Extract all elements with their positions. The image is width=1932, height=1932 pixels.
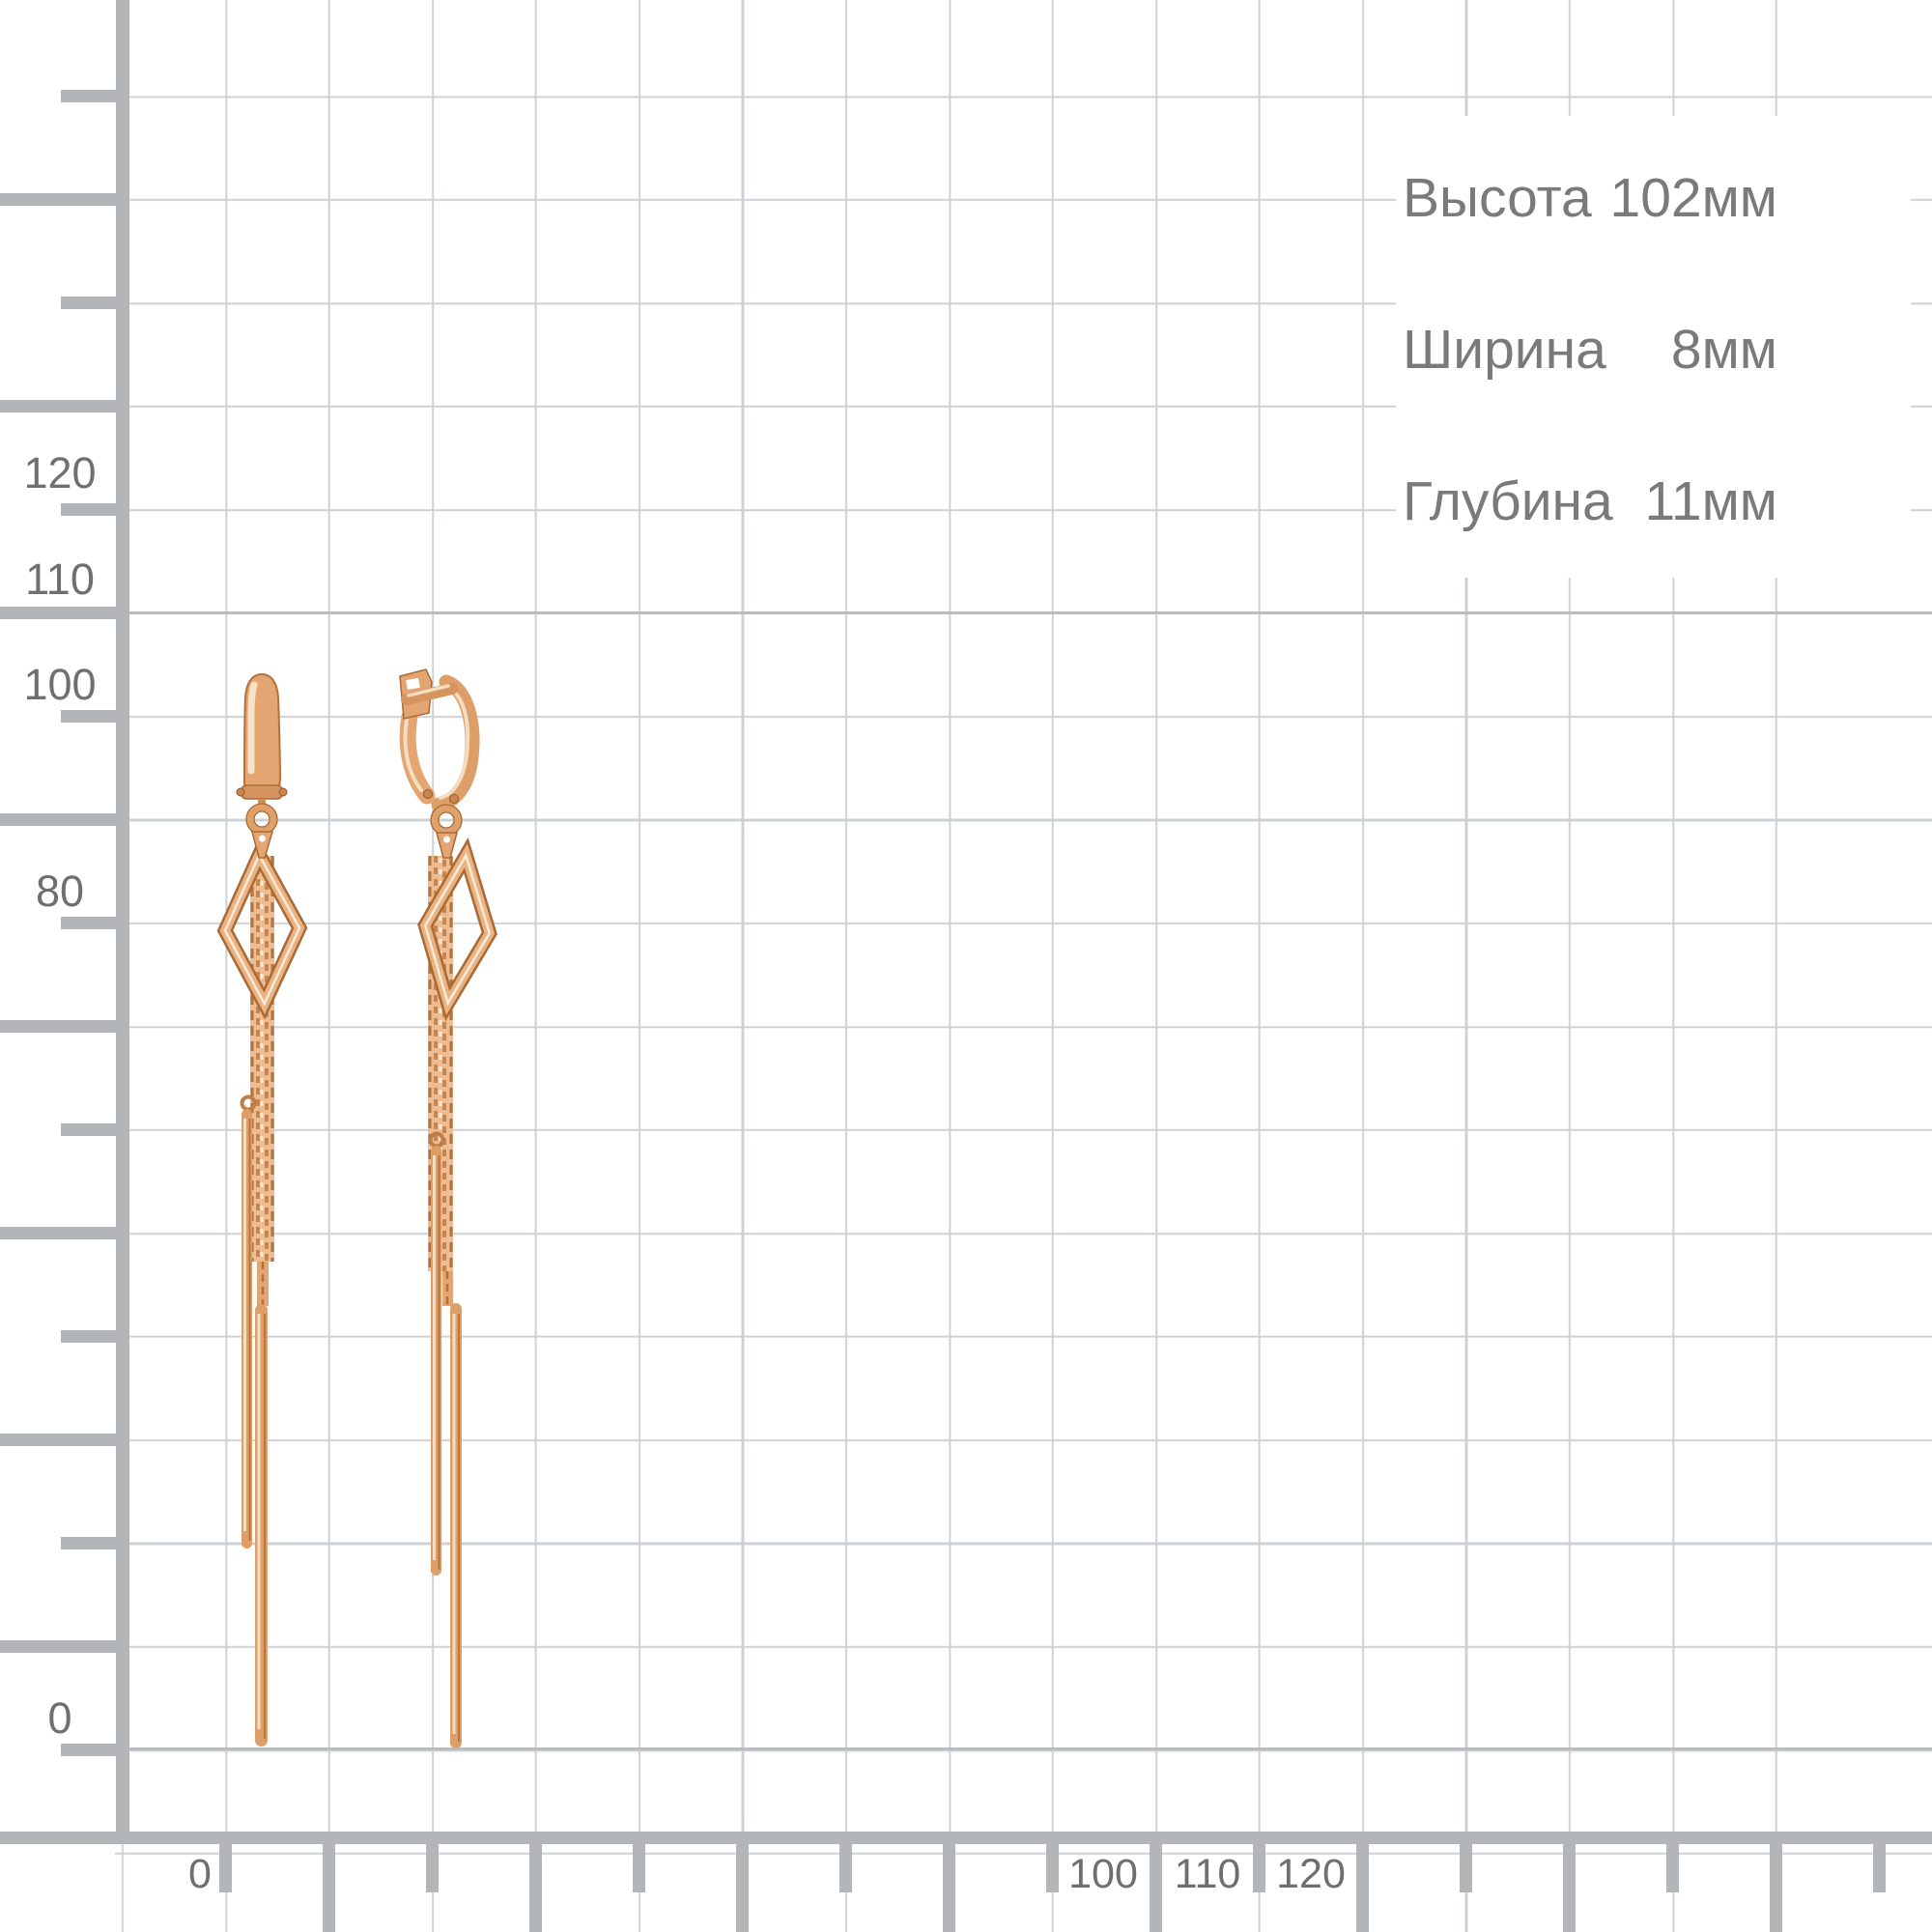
lever-back-clasp bbox=[236, 672, 288, 859]
rhombus-pendant bbox=[216, 838, 308, 1020]
left-ruler-label: 100 bbox=[23, 660, 97, 709]
left-ruler-label: 110 bbox=[25, 554, 95, 604]
lever-back-clasp bbox=[399, 668, 480, 859]
dimension-row-depth: Глубина 11мм bbox=[1403, 469, 1777, 533]
dimension-value: 102мм bbox=[1609, 167, 1777, 229]
threader-bar bbox=[240, 1094, 268, 1747]
threader-bar bbox=[428, 1131, 462, 1748]
dimension-label: Глубина bbox=[1403, 470, 1613, 532]
bottom-ruler-label: 0 bbox=[188, 1851, 212, 1897]
major-gridline bbox=[0, 611, 1932, 614]
earring-right bbox=[399, 668, 497, 1748]
left-ruler-bar bbox=[116, 0, 129, 1832]
left-ruler-label: 0 bbox=[47, 1693, 72, 1743]
dimension-row-width: Ширина 8мм bbox=[1403, 318, 1777, 382]
chain bbox=[428, 856, 453, 1306]
dimension-label: Высота bbox=[1403, 167, 1592, 229]
dimension-value: 8мм bbox=[1670, 319, 1777, 381]
bottom-ruler-bar bbox=[0, 1832, 1932, 1844]
ruler-left-margin bbox=[0, 0, 115, 1932]
left-ruler-label: 80 bbox=[35, 867, 85, 916]
dimensions-backdrop bbox=[1396, 116, 1911, 578]
bottom-ruler-label: 120 bbox=[1276, 1851, 1346, 1897]
left-ruler bbox=[0, 0, 129, 1832]
dimension-value: 11мм bbox=[1644, 470, 1777, 532]
dimension-row-height: Высота 102мм bbox=[1403, 166, 1777, 230]
bottom-ruler-label: 110 bbox=[1174, 1851, 1241, 1897]
major-gridline bbox=[0, 1747, 1932, 1750]
bottom-ruler-label: 100 bbox=[1068, 1851, 1138, 1897]
rhombus-pendant bbox=[417, 837, 497, 1022]
left-ruler-label: 120 bbox=[23, 448, 97, 497]
chain bbox=[250, 856, 274, 1306]
earring-left bbox=[216, 672, 308, 1747]
bottom-ruler bbox=[0, 1832, 1932, 1932]
dimension-label: Ширина bbox=[1403, 319, 1606, 381]
